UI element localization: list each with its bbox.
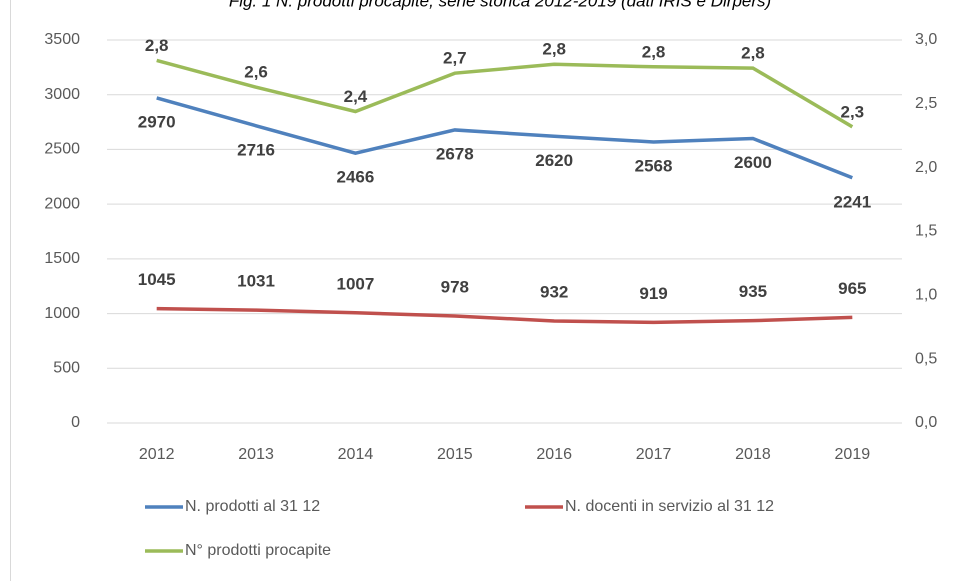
y-tick-label: 3500 — [44, 31, 80, 48]
x-tick-label: 2012 — [139, 446, 175, 463]
x-tick-label: 2014 — [338, 446, 374, 463]
data-label: 2,8 — [542, 40, 566, 59]
y2-tick-label: 1,0 — [915, 287, 937, 304]
y-tick-label: 2500 — [44, 141, 80, 158]
x-tick-label: 2019 — [835, 446, 871, 463]
x-tick-label: 2017 — [636, 446, 672, 463]
series-line — [156, 306, 853, 325]
y-tick-label: 1000 — [44, 305, 80, 322]
x-tick-label: 2015 — [437, 446, 473, 463]
x-tick-label: 2013 — [238, 446, 274, 463]
data-label: 2241 — [833, 192, 871, 211]
data-label: 2,7 — [443, 49, 467, 68]
data-label: 2716 — [237, 140, 275, 159]
y2-tick-label: 0,5 — [915, 350, 937, 367]
series-line — [156, 96, 853, 180]
data-label: 2620 — [535, 151, 573, 170]
y2-tick-label: 2,5 — [915, 95, 937, 112]
data-label: 2,3 — [840, 102, 864, 121]
data-label: 2,8 — [145, 36, 169, 55]
data-label: 2,8 — [741, 44, 765, 63]
y-tick-label: 500 — [53, 360, 80, 377]
data-label: 2600 — [734, 153, 772, 172]
data-label: 2678 — [436, 144, 474, 163]
legend-label: N. docenti in servizio al 31 12 — [565, 498, 774, 515]
data-label: 919 — [639, 284, 667, 303]
legend-label: N° prodotti procapite — [185, 542, 331, 559]
data-label: 935 — [739, 282, 767, 301]
y-tick-label: 3000 — [44, 86, 80, 103]
data-label: 2,4 — [344, 87, 368, 106]
y2-tick-label: 0,0 — [915, 414, 937, 431]
data-label: 2,6 — [244, 63, 268, 82]
data-label: 1045 — [138, 270, 176, 289]
chart-title: Fig. 1 N. prodotti procapite, serie stor… — [229, 0, 771, 10]
series-line — [156, 58, 854, 129]
data-label: 2970 — [138, 112, 176, 131]
x-tick-label: 2016 — [536, 446, 572, 463]
data-label: 978 — [441, 277, 469, 296]
data-label: 2568 — [635, 156, 673, 175]
chart-frame — [10, 0, 11, 581]
legend-label: N. prodotti al 31 12 — [185, 498, 320, 515]
data-label: 932 — [540, 282, 568, 301]
y2-tick-label: 3,0 — [915, 31, 937, 48]
data-label: 2466 — [337, 168, 375, 187]
y2-tick-label: 2,0 — [915, 159, 937, 176]
y-tick-label: 1500 — [44, 250, 80, 267]
x-tick-label: 2018 — [735, 446, 771, 463]
y2-tick-label: 1,5 — [915, 223, 937, 240]
data-label: 1031 — [237, 272, 275, 291]
data-label: 965 — [838, 279, 866, 298]
data-label: 2,8 — [642, 42, 666, 61]
y-tick-label: 0 — [71, 414, 80, 431]
data-label: 1007 — [337, 274, 375, 293]
y-tick-label: 2000 — [44, 195, 80, 212]
